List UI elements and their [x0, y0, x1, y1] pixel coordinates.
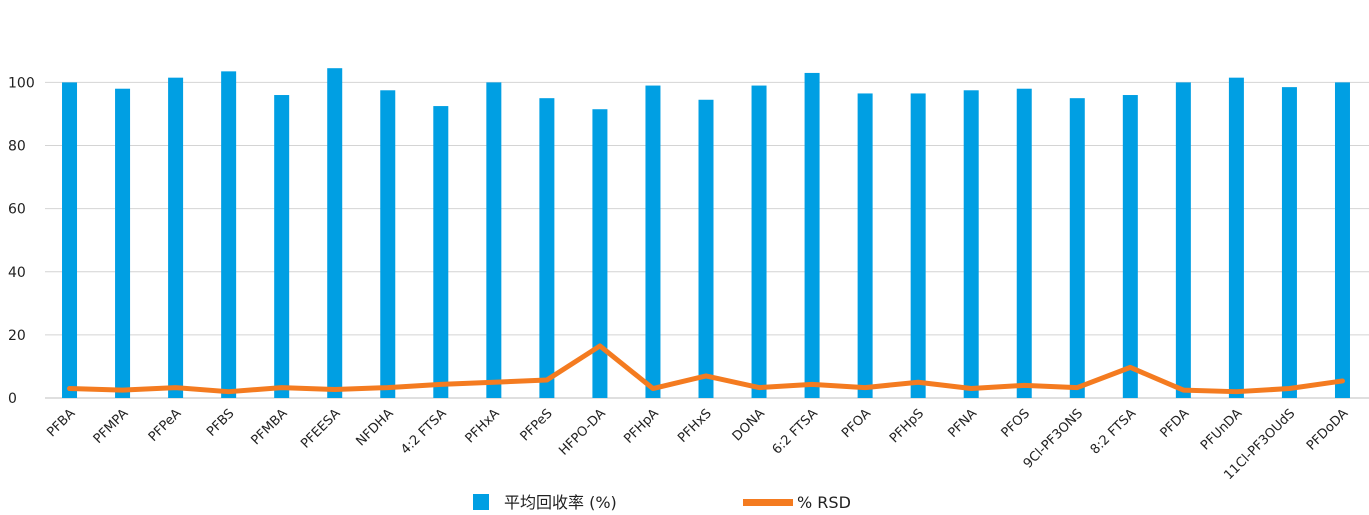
- bar: [115, 88, 131, 398]
- bar: [1016, 88, 1032, 398]
- x-tick-label: PFDA: [1158, 406, 1193, 441]
- x-tick-label: PFOS: [999, 406, 1034, 441]
- y-tick-label: 20: [8, 328, 26, 344]
- bar: [327, 68, 343, 398]
- x-tick-label: 8:2 FTSA: [1088, 406, 1139, 457]
- bar: [804, 72, 820, 398]
- bar: [1122, 95, 1138, 399]
- bar-series: [62, 68, 1350, 399]
- bar: [1175, 82, 1191, 399]
- x-tick-label: PFHpA: [621, 406, 662, 447]
- x-tick-label: PFMBA: [249, 406, 291, 448]
- bar: [963, 90, 979, 398]
- x-tick-label: PFBS: [204, 406, 237, 439]
- y-tick-label: 0: [8, 391, 17, 407]
- x-tick-label: PFBA: [44, 406, 78, 440]
- line-series: [67, 343, 1345, 395]
- bar: [1228, 77, 1244, 398]
- y-tick-label: 100: [8, 75, 35, 91]
- x-tick-label: NFDHA: [354, 406, 397, 449]
- legend-swatch-recovery: [473, 494, 489, 510]
- x-tick-label: PFPeS: [518, 406, 556, 444]
- x-tick-label: HFPO-DA: [556, 406, 608, 458]
- bar: [698, 99, 714, 399]
- y-axis-ticks: 020406080100150: [8, 75, 35, 407]
- bar: [1281, 87, 1297, 398]
- bar: [433, 106, 449, 398]
- y-tick-label: 60: [8, 202, 26, 218]
- x-tick-label: PFUnDA: [1198, 406, 1245, 453]
- bar: [168, 77, 184, 398]
- x-tick-label: PFNA: [945, 406, 980, 441]
- bar: [62, 82, 78, 399]
- x-tick-label: DONA: [730, 406, 768, 444]
- bar: [539, 98, 555, 399]
- bar: [592, 109, 608, 398]
- x-tick-label: 4:2 FTSA: [398, 406, 449, 457]
- x-tick-label: 6:2 FTSA: [770, 406, 821, 457]
- bar: [857, 93, 873, 399]
- bar: [1334, 82, 1350, 399]
- bar: [645, 85, 661, 398]
- bar: [380, 90, 396, 398]
- x-tick-label: PFHxA: [463, 406, 503, 446]
- bar: [910, 93, 926, 399]
- x-tick-label: PFEESA: [298, 406, 343, 451]
- bar: [274, 95, 290, 399]
- bar: [221, 71, 237, 398]
- x-tick-label: PFPeA: [146, 406, 185, 445]
- legend-swatch-rsd: [743, 499, 793, 506]
- x-axis-ticks: PFBA PFMPA PFPeA PFBS PFMBA PFEESA NFDHA 4:2 FT…: [44, 406, 1351, 483]
- y-tick-label: 40: [8, 265, 26, 281]
- bar: [751, 85, 767, 398]
- bar: [1069, 98, 1085, 399]
- x-tick-label: PFHpS: [887, 406, 927, 446]
- bar: [486, 82, 502, 399]
- x-tick-label: PFDoDA: [1304, 406, 1351, 453]
- legend: 平均回收率 (%) % RSD: [473, 493, 851, 512]
- legend-label-recovery: 平均回收率 (%): [504, 493, 617, 512]
- x-tick-label: PFMPA: [91, 406, 132, 447]
- y-tick-label: 80: [8, 139, 26, 155]
- legend-label-rsd: % RSD: [797, 493, 851, 512]
- x-tick-label: PFHxS: [675, 406, 715, 446]
- x-tick-label: PFOA: [839, 406, 874, 441]
